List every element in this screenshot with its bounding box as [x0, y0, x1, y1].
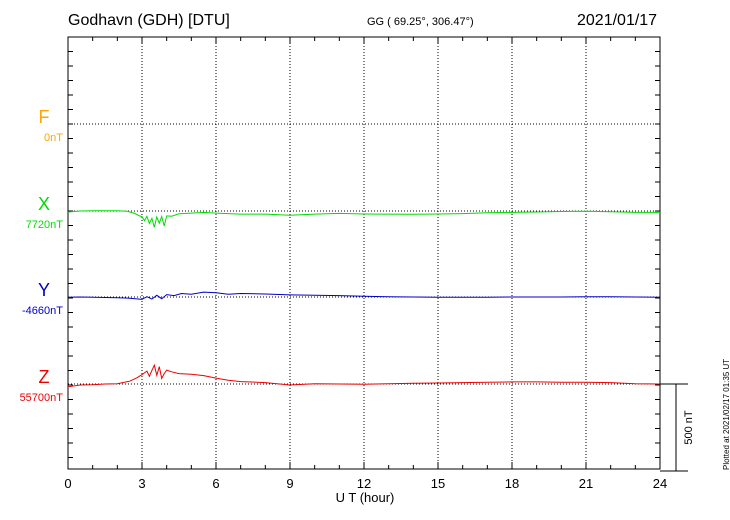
x-tick-label: 0: [64, 476, 71, 491]
x-tick-label: 15: [431, 476, 445, 491]
station-title: Godhavn (GDH) [DTU]: [68, 12, 230, 29]
trace-baseline-x: 7720nT: [26, 219, 64, 231]
trace-name-y: Y: [38, 280, 50, 300]
scale-bar: 500 nT: [660, 383, 695, 472]
x-tick-label: 12: [357, 476, 371, 491]
x-tick-label: 9: [286, 476, 293, 491]
trace-y: [67, 291, 661, 300]
x-tick-label: 24: [653, 476, 667, 491]
x-tick-label: 3: [138, 476, 145, 491]
trace-labels: F 0nT X 7720nT Y -4660nT Z 55700nT: [20, 107, 64, 404]
station-coordinates: GG ( 69.25°, 306.47°): [367, 16, 474, 28]
x-axis-label: U T (hour): [336, 490, 395, 505]
axis-ticks: 0 3 6 9 12 15 18 21 24: [64, 36, 667, 491]
plotted-timestamp: Plotted at 2021/02/17 01:35 UT: [722, 358, 730, 470]
trace-baseline-z: 55700nT: [20, 392, 64, 404]
x-tick-label: 21: [579, 476, 593, 491]
trace-name-x: X: [38, 194, 50, 214]
grid-lines: [68, 37, 660, 469]
chart-date: 2021/01/17: [577, 12, 658, 29]
trace-name-f: F: [39, 107, 50, 127]
trace-baseline-y: -4660nT: [22, 305, 63, 317]
x-tick-label: 6: [212, 476, 219, 491]
trace-z: [67, 363, 661, 388]
scale-bar-label: 500 nT: [683, 410, 695, 445]
trace-baseline-f: 0nT: [44, 132, 63, 144]
x-tick-label: 18: [505, 476, 519, 491]
trace-lines: [67, 210, 661, 388]
trace-name-z: Z: [39, 367, 50, 387]
trace-x: [67, 210, 660, 228]
